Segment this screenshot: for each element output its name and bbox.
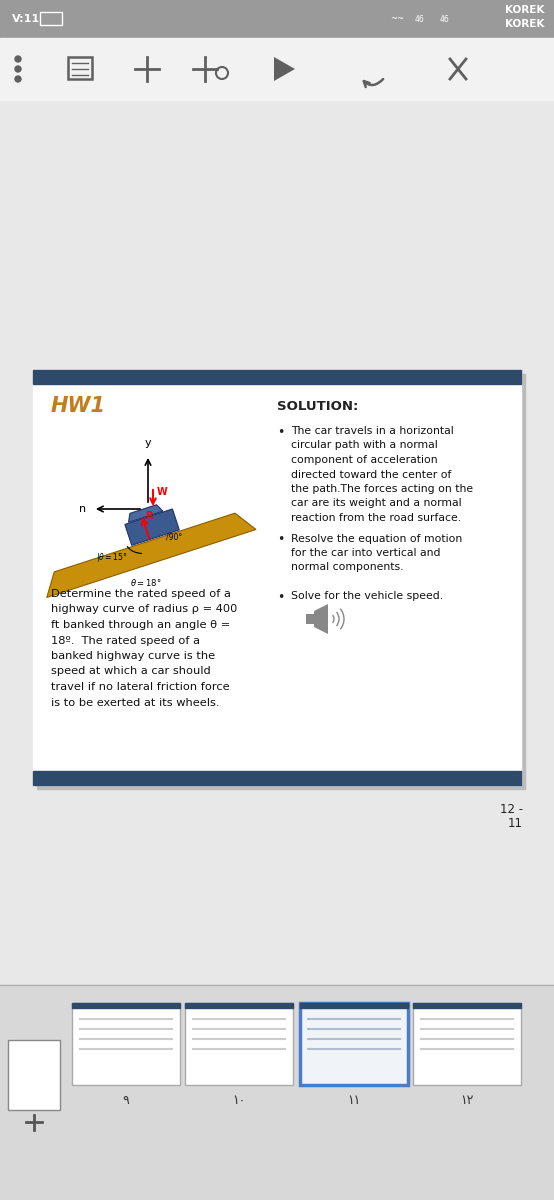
Text: ۱۲: ۱۲ xyxy=(460,1094,474,1108)
Text: ~~: ~~ xyxy=(390,14,404,24)
Text: R: R xyxy=(145,511,153,521)
Text: KOREK: KOREK xyxy=(505,5,544,14)
Text: V:11: V:11 xyxy=(12,14,40,24)
Text: 12 -: 12 - xyxy=(500,803,523,816)
Bar xyxy=(0,985,554,1200)
Text: KOREK: KOREK xyxy=(505,19,544,29)
Bar xyxy=(33,370,521,384)
Bar xyxy=(8,1040,60,1110)
Text: ft banked through an angle θ =: ft banked through an angle θ = xyxy=(51,620,230,630)
Text: directed toward the center of: directed toward the center of xyxy=(291,469,452,480)
Text: speed at which a car should: speed at which a car should xyxy=(51,666,211,677)
Text: component of acceleration: component of acceleration xyxy=(291,455,438,464)
Bar xyxy=(72,1003,180,1008)
Circle shape xyxy=(15,76,21,82)
Bar xyxy=(33,770,521,785)
Text: $|\theta=15°$: $|\theta=15°$ xyxy=(96,551,127,564)
Polygon shape xyxy=(47,514,256,598)
Bar xyxy=(0,38,554,100)
Bar xyxy=(40,12,62,25)
Text: y: y xyxy=(145,438,151,448)
Text: SOLUTION:: SOLUTION: xyxy=(277,400,358,413)
Text: the path.The forces acting on the: the path.The forces acting on the xyxy=(291,484,473,494)
Text: is to be exerted at its wheels.: is to be exerted at its wheels. xyxy=(51,697,219,708)
Text: 18º.  The rated speed of a: 18º. The rated speed of a xyxy=(51,636,200,646)
Polygon shape xyxy=(314,604,328,634)
Text: ۱۰: ۱۰ xyxy=(232,1094,245,1108)
Bar xyxy=(33,370,521,785)
Text: normal components.: normal components. xyxy=(291,563,403,572)
Text: banked highway curve is the: banked highway curve is the xyxy=(51,650,215,661)
Text: ۹: ۹ xyxy=(122,1094,130,1108)
Text: HW1: HW1 xyxy=(51,396,106,416)
Text: reaction from the road surface.: reaction from the road surface. xyxy=(291,514,461,523)
Bar xyxy=(413,1003,521,1008)
Text: •: • xyxy=(277,426,284,439)
Text: The car travels in a horizontal: The car travels in a horizontal xyxy=(291,426,454,436)
Text: /90°: /90° xyxy=(166,533,182,541)
Text: •: • xyxy=(277,590,284,604)
Text: ۱۱: ۱۱ xyxy=(347,1094,361,1108)
Polygon shape xyxy=(274,56,295,80)
Text: $\theta=18°$: $\theta=18°$ xyxy=(130,577,161,588)
Text: 46: 46 xyxy=(415,16,425,24)
Bar xyxy=(185,1003,293,1008)
Text: 46: 46 xyxy=(440,16,450,24)
Text: •: • xyxy=(277,534,284,546)
Text: travel if no lateral friction force: travel if no lateral friction force xyxy=(51,682,229,692)
Text: car are its weight and a normal: car are its weight and a normal xyxy=(291,498,461,509)
Text: Resolve the equation of motion: Resolve the equation of motion xyxy=(291,534,462,544)
Bar xyxy=(306,614,314,624)
Bar xyxy=(300,1003,408,1008)
Text: W: W xyxy=(157,487,168,497)
Bar xyxy=(72,1003,180,1085)
Text: 11: 11 xyxy=(508,817,523,830)
Text: circular path with a normal: circular path with a normal xyxy=(291,440,438,450)
Text: Determine the rated speed of a: Determine the rated speed of a xyxy=(51,589,231,599)
Polygon shape xyxy=(125,509,179,545)
Bar xyxy=(413,1003,521,1085)
Bar xyxy=(185,1003,293,1085)
Bar xyxy=(68,56,92,79)
Text: for the car into vertical and: for the car into vertical and xyxy=(291,548,440,558)
Circle shape xyxy=(15,56,21,62)
Circle shape xyxy=(15,66,21,72)
Text: n: n xyxy=(79,504,86,514)
Bar xyxy=(300,1003,408,1085)
Text: highway curve of radius ρ = 400: highway curve of radius ρ = 400 xyxy=(51,605,237,614)
Bar xyxy=(37,374,525,790)
Polygon shape xyxy=(129,505,163,522)
Text: Solve for the vehicle speed.: Solve for the vehicle speed. xyxy=(291,590,443,601)
Bar xyxy=(0,0,554,38)
